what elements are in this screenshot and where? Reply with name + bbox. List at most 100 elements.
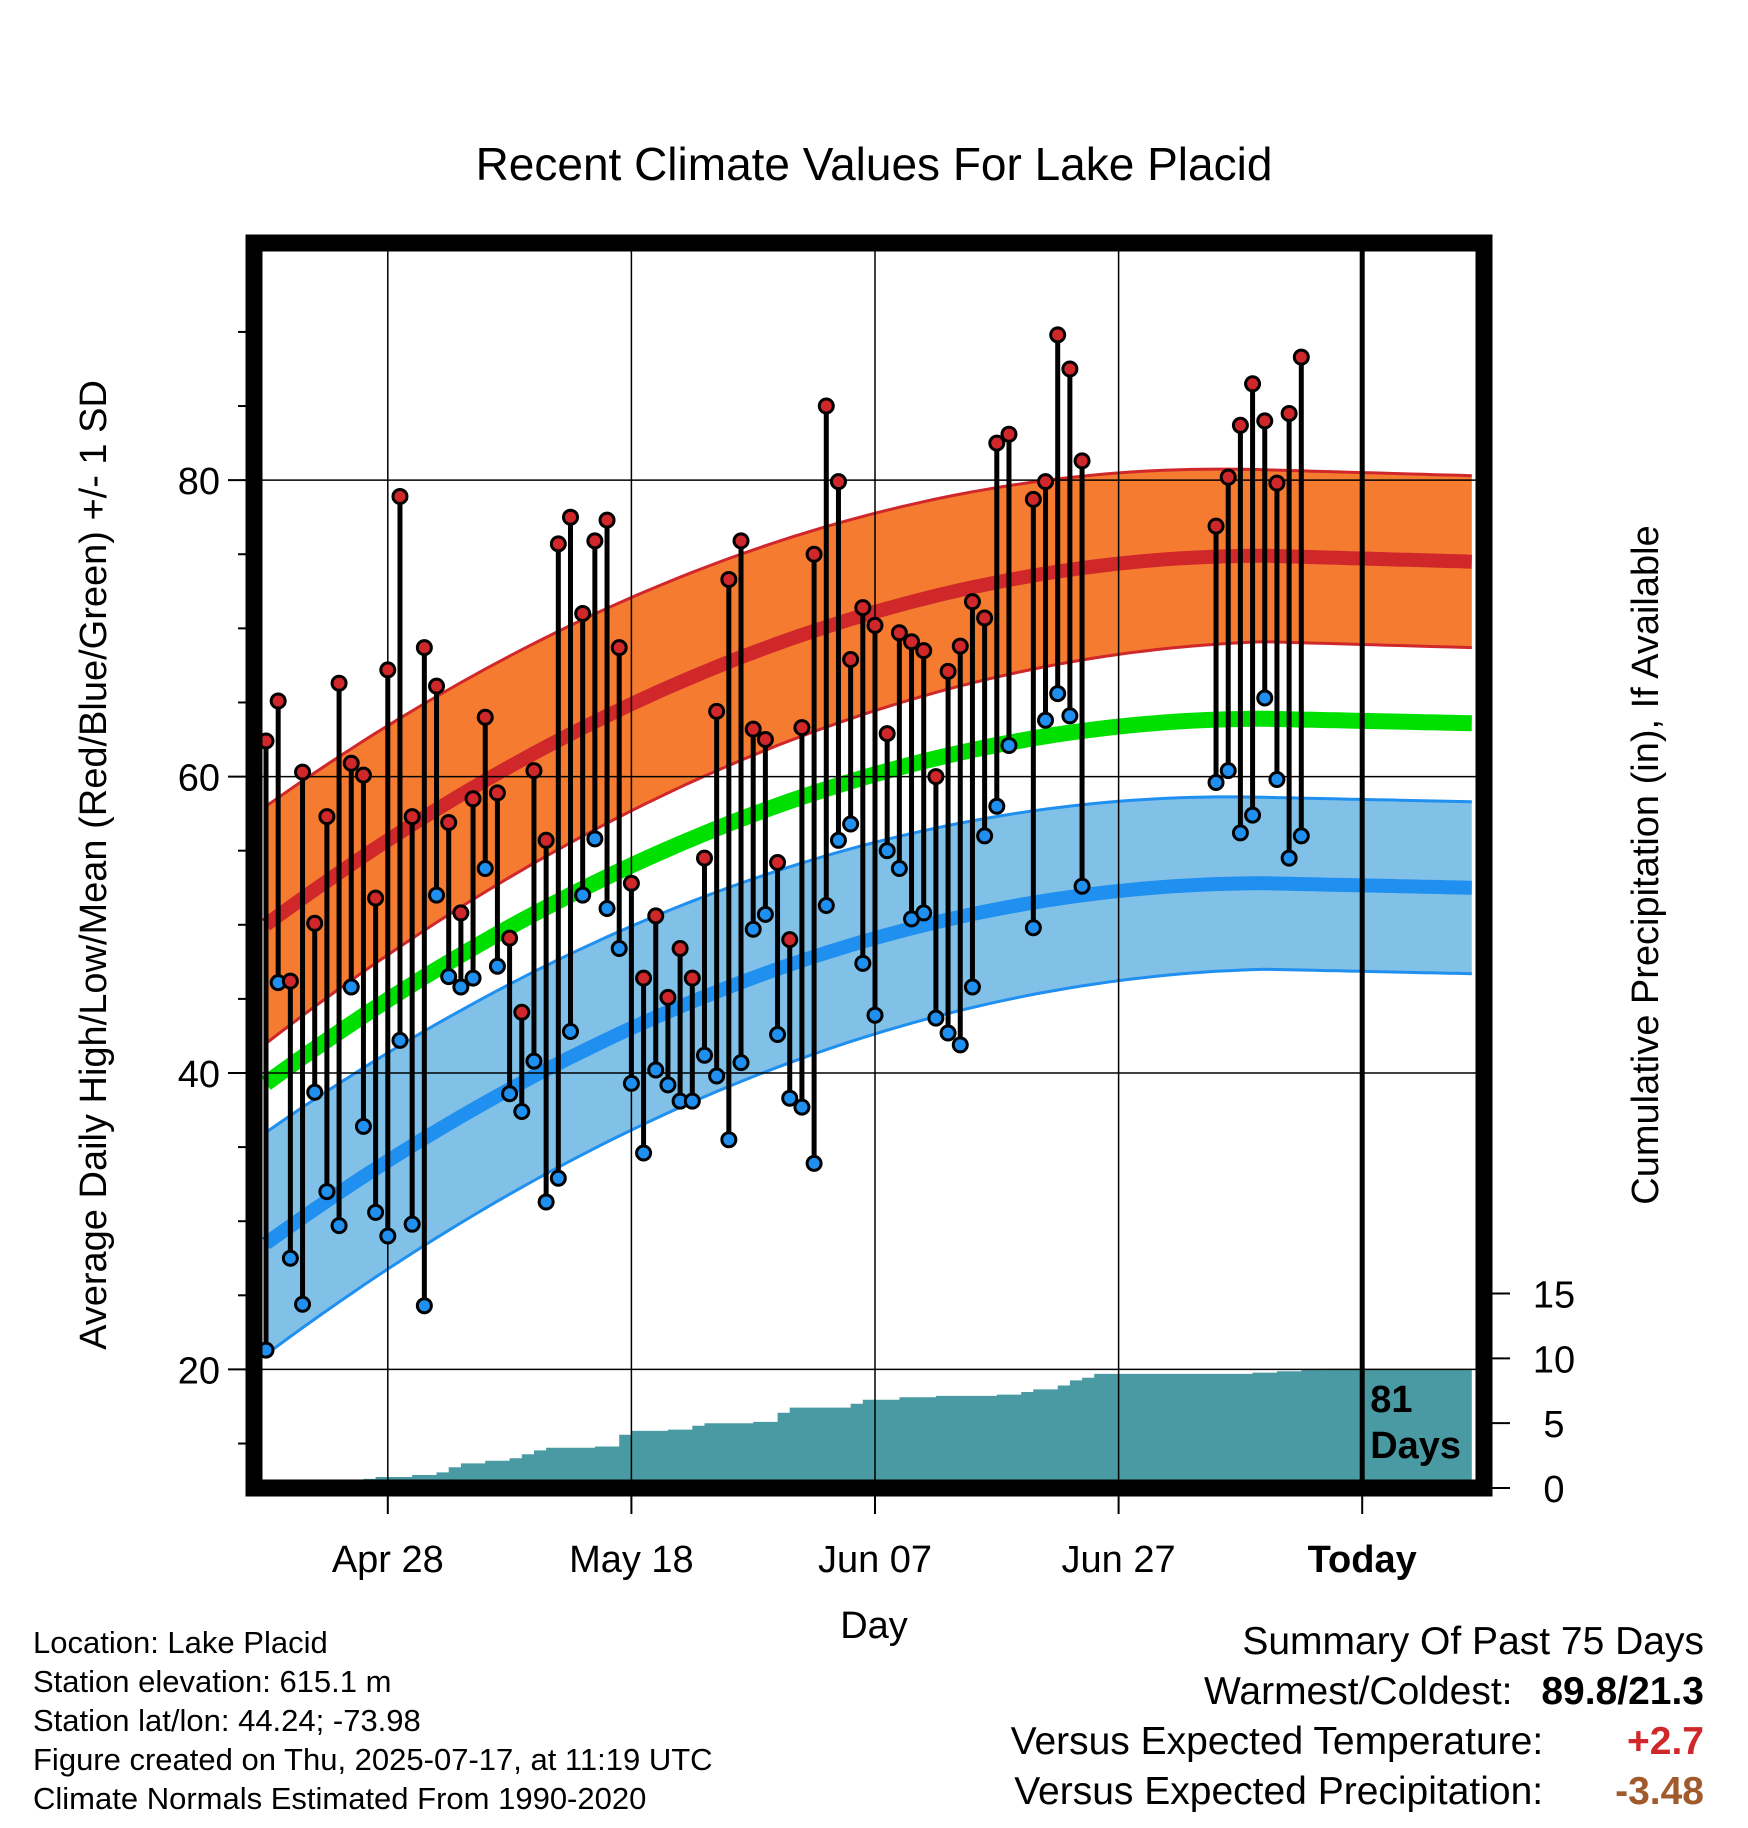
- warmest-coldest-value: 89.8/21.3: [1541, 1670, 1704, 1713]
- daily-high-dot: [440, 814, 458, 832]
- y-axis-left: 20 40 60 80: [178, 330, 246, 1445]
- daily-low-dot: [318, 1183, 336, 1201]
- daily-low-dot: [281, 1249, 299, 1267]
- daily-high-dot: [939, 662, 957, 680]
- daily-high-dot: [1037, 473, 1055, 491]
- normal-high-line: [261, 548, 1473, 931]
- daily-high-dot: [537, 831, 555, 849]
- daily-low-dot: [927, 1009, 945, 1027]
- daily-high-dot: [598, 511, 616, 529]
- daily-high-dot: [927, 768, 945, 786]
- daily-low-dot: [976, 827, 994, 845]
- daily-high-dot: [525, 762, 543, 780]
- daily-low-dot: [1231, 824, 1249, 842]
- daily-high-dot: [866, 616, 884, 634]
- y-left-tick-label: 80: [178, 461, 220, 503]
- x-tick-label: Today: [1308, 1539, 1417, 1581]
- y-left-tick-label: 40: [178, 1054, 220, 1096]
- latlon-text: Station lat/lon: 44.24; -73.98: [33, 1703, 421, 1738]
- temp-value: +2.7: [1627, 1720, 1704, 1763]
- daily-high-dot: [976, 609, 994, 627]
- daily-low-dot: [513, 1103, 531, 1121]
- summary-warmest-coldest: Warmest/Coldest: 89.8/21.3: [1011, 1667, 1704, 1717]
- daily-low-dot: [537, 1193, 555, 1211]
- daily-low-dot: [744, 920, 762, 938]
- daily-high-dot: [1073, 452, 1091, 470]
- daily-low-dot: [549, 1169, 567, 1187]
- x-tick-label: Jun 07: [818, 1539, 932, 1581]
- daily-low-dot: [1024, 919, 1042, 937]
- daily-low-dot: [354, 1117, 372, 1135]
- daily-low-dot: [476, 859, 494, 877]
- chart-title: Recent Climate Values For Lake Placid: [476, 138, 1273, 190]
- daily-high-dot: [1292, 348, 1310, 366]
- daily-high-dot: [903, 633, 921, 651]
- daily-high-dot: [269, 692, 287, 710]
- daily-low-dot: [1207, 774, 1225, 791]
- daily-low-dot: [428, 886, 446, 904]
- daily-high-dot: [781, 931, 799, 949]
- temp-label: Versus Expected Temperature:: [1010, 1720, 1544, 1763]
- daily-low-dot: [294, 1295, 312, 1313]
- daily-low-dot: [306, 1083, 324, 1101]
- daily-high-dot: [1207, 517, 1225, 535]
- daily-high-dot: [817, 397, 835, 415]
- daily-high-dot: [805, 545, 823, 563]
- y-right-tick-label: 10: [1533, 1339, 1575, 1381]
- y-right-tick-label: 5: [1543, 1404, 1564, 1446]
- daily-low-dot: [720, 1131, 738, 1149]
- daily-high-dot: [513, 1003, 531, 1021]
- daily-high-dot: [1024, 490, 1042, 508]
- daily-high-dot: [379, 661, 397, 679]
- daily-high-dot: [1219, 468, 1237, 486]
- daily-high-dot: [793, 719, 811, 737]
- daily-high-dot: [1244, 375, 1262, 393]
- daily-high-dot: [671, 940, 689, 957]
- daily-high-dot: [281, 972, 299, 990]
- daily-low-dot: [1000, 736, 1018, 754]
- daily-low-dot: [586, 830, 604, 848]
- daily-high-dot: [915, 642, 933, 660]
- daily-low-dot: [781, 1089, 799, 1107]
- daily-low-dot: [890, 859, 908, 877]
- normal-low-band: [266, 796, 1472, 1355]
- plot-frame: [245, 234, 1493, 1497]
- daily-low-dot: [817, 897, 835, 915]
- daily-low-dot: [330, 1217, 348, 1235]
- daily-high-dot: [367, 889, 385, 907]
- daily-low-dot: [915, 904, 933, 922]
- daily-high-dot: [695, 849, 713, 867]
- normal-low-line: [261, 876, 1472, 1250]
- daily-high-dot: [354, 766, 372, 784]
- location-text: Location: Lake Placid: [33, 1625, 328, 1660]
- daily-high-dot: [415, 639, 433, 657]
- daily-low-dot: [683, 1092, 701, 1110]
- daily-high-dot: [829, 473, 847, 491]
- daily-high-dot: [306, 914, 324, 932]
- daily-high-dot: [294, 763, 312, 781]
- daily-high-dot: [854, 599, 872, 617]
- daily-low-dot: [379, 1227, 397, 1245]
- y-right-tick-label: 0: [1543, 1469, 1564, 1511]
- y-axis-left-label: Average Daily High/Low/Mean (Red/Blue/Gr…: [73, 380, 115, 1350]
- daily-low-dot: [1280, 849, 1298, 867]
- daily-low-dot: [562, 1023, 579, 1040]
- daily-low-dot: [525, 1052, 543, 1070]
- daily-low-dot: [1256, 689, 1274, 707]
- daily-low-dot: [1244, 806, 1262, 824]
- daily-low-dot: [391, 1031, 409, 1049]
- daily-high-dot: [635, 969, 653, 987]
- daily-high-dot: [330, 674, 348, 692]
- daily-high-dot: [1256, 412, 1274, 430]
- daily-high-dot: [1000, 425, 1018, 443]
- daily-high-dot: [476, 708, 494, 726]
- normal-low-band-upper-edge: [265, 795, 1472, 1134]
- daily-low-dot: [1073, 877, 1091, 895]
- daily-low-dot: [635, 1144, 653, 1162]
- daily-low-dot: [598, 899, 616, 917]
- normals-text: Climate Normals Estimated From 1990-2020: [33, 1781, 647, 1816]
- precip-label: Versus Expected Precipitation:: [1014, 1770, 1544, 1813]
- daily-low-dot: [951, 1036, 969, 1054]
- daily-low-dot: [1219, 762, 1237, 780]
- y-right-tick-label: 15: [1533, 1274, 1575, 1316]
